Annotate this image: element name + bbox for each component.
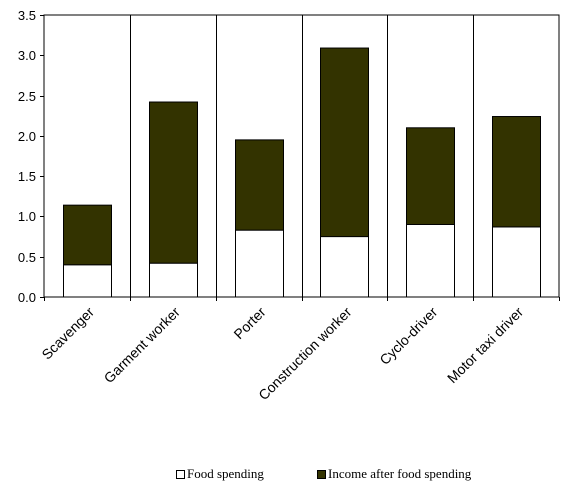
legend-item-income-after-food-spending: Income after food spending [317, 466, 471, 482]
x-axis-category-labels: Scavenger Garment worker PorterConstructio… [38, 304, 526, 404]
y-tick-label: 3.5 [18, 8, 36, 23]
bar-segment-income-after-food-spending-construction-worker [320, 47, 369, 238]
x-category-label-cyclo-driver: Cyclo-driver [376, 304, 440, 368]
bar-segment-food-spending-garment-worker [149, 262, 198, 298]
y-axis-tick-labels: 0.0 0.5 1.0 1.5 2.0 2.5 3.0 3.5 [18, 8, 36, 305]
bar-segment-income-after-food-spending-garment-worker [149, 101, 198, 264]
bar-segment-food-spending-construction-worker [320, 236, 369, 298]
bar-segment-income-after-food-spending-scavenger [63, 204, 112, 266]
legend: Food spending Income after food spending [0, 466, 562, 484]
legend-item-food-spending: Food spending [176, 466, 264, 482]
bar-segment-income-after-food-spending-porter [235, 139, 284, 231]
bar-segment-income-after-food-spending-cyclo-driver [406, 127, 455, 225]
y-tick-label: 0.5 [18, 250, 36, 265]
bar-segment-food-spending-cyclo-driver [406, 223, 455, 298]
bar-segment-food-spending-motor-taxi-driver [492, 226, 541, 298]
x-category-label-motor-taxi-driver: Motor taxi driver [444, 304, 527, 387]
y-tick-label: 3.0 [18, 48, 36, 63]
y-tick-label: 0.0 [18, 290, 36, 305]
x-category-label-scavenger: Scavenger [38, 304, 97, 363]
x-category-label-construction-worker: Construction worker [255, 304, 355, 404]
x-category-label-porter: Porter [230, 304, 269, 343]
legend-swatch-food-spending [176, 469, 185, 479]
bar-segment-food-spending-porter [235, 229, 284, 298]
legend-label-income-after-food-spending: Income after food spending [328, 466, 472, 481]
legend-swatch-income-after-food-spending [317, 469, 326, 479]
legend-label-food-spending: Food spending [187, 466, 264, 481]
y-tick-label: 2.5 [18, 89, 36, 104]
bar-segment-food-spending-scavenger [63, 264, 112, 298]
y-tick-label: 1.5 [18, 169, 36, 184]
gridlines [130, 15, 474, 297]
y-tick-label: 1.0 [18, 209, 36, 224]
axes [40, 14, 560, 301]
y-tick-label: 2.0 [18, 129, 36, 144]
bar-segment-income-after-food-spending-motor-taxi-driver [492, 116, 541, 228]
bars [63, 47, 541, 298]
x-category-label-garment-worker: Garment worker [101, 304, 184, 387]
plot-area-border [43, 14, 560, 298]
